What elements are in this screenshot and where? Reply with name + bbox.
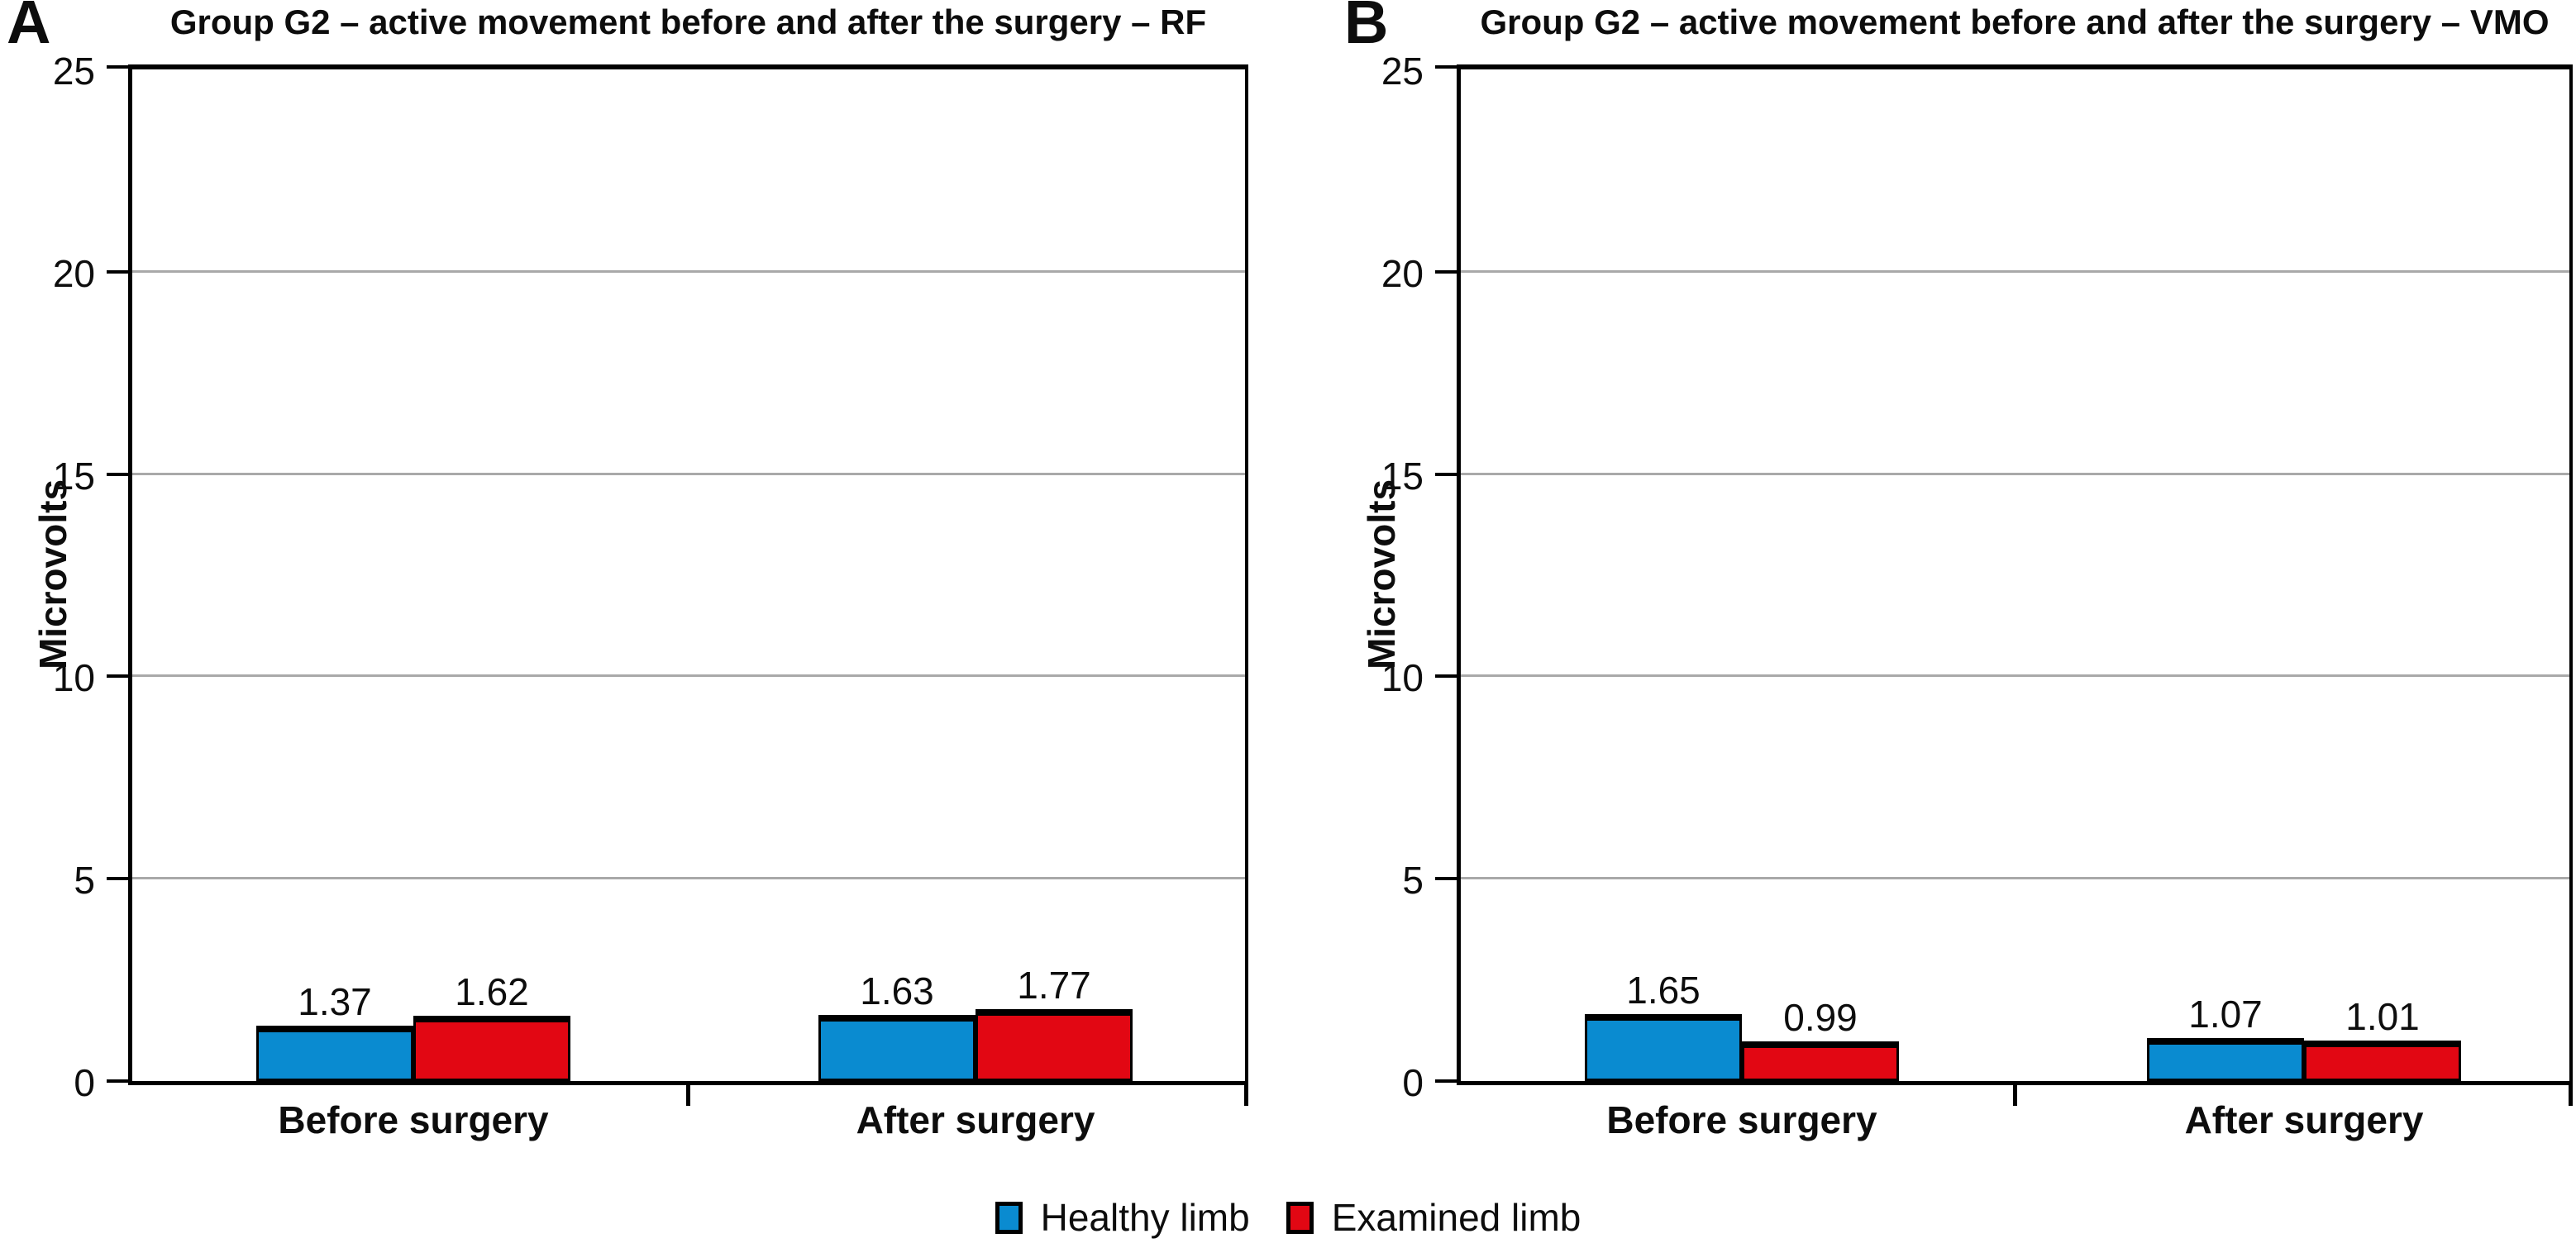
y-tick-mark — [107, 269, 129, 274]
legend-label-healthy: Healthy limb — [1040, 1196, 1250, 1239]
x-tick-mark — [2569, 1085, 2573, 1106]
legend-label-examined: Examined limb — [1331, 1196, 1581, 1239]
y-tick-mark — [1435, 65, 1457, 69]
y-tick-label: 15 — [1381, 454, 1424, 498]
gridline-10 — [1461, 674, 2569, 678]
plot-area-b: 25 20 15 10 5 0 1.65 0.99 1.07 1.01 Befo… — [1381, 52, 2573, 1141]
y-axis-title-a: Microvolts — [31, 479, 74, 670]
bar-value-label: 1.62 — [455, 969, 529, 1013]
y-tick-mark — [1435, 269, 1457, 274]
bar-healthy-after: 1.63 — [818, 972, 976, 1081]
x-tick-mark — [2012, 1085, 2017, 1106]
x-category-label-before: Before surgery — [278, 1098, 549, 1141]
y-tick-mark — [1435, 877, 1457, 881]
bar-healthy-before: 1.37 — [256, 983, 413, 1081]
y-tick-label: 10 — [1381, 656, 1424, 700]
chart-title-b: Group G2 – active movement before and af… — [1480, 2, 2550, 41]
bar-examined-after: 1.77 — [976, 966, 1133, 1081]
y-tick-mark — [1435, 674, 1457, 679]
legend-item-healthy: Healthy limb — [995, 1195, 1250, 1240]
bar-value-label: 1.63 — [860, 969, 934, 1013]
y-axis-title-b: Microvolts — [1360, 479, 1403, 670]
y-tick-label: 20 — [52, 251, 95, 295]
bar-examined-before: 0.99 — [1742, 998, 1899, 1081]
y-tick-mark — [1435, 472, 1457, 476]
y-tick-label: 5 — [1402, 859, 1424, 903]
gridline-10 — [132, 674, 1245, 678]
y-tick-mark — [107, 1079, 129, 1083]
plot-area-a: 25 20 15 10 5 0 1.37 1.62 1.63 1.77 Befo… — [53, 52, 1248, 1141]
y-tick-label: 0 — [74, 1061, 95, 1104]
bar-value-label: 1.65 — [1626, 969, 1701, 1012]
gridline-5 — [1461, 877, 2569, 880]
legend-item-examined: Examined limb — [1286, 1195, 1581, 1240]
gridline-20 — [1461, 269, 2569, 273]
y-tick-label: 25 — [1381, 50, 1424, 93]
y-tick-label: 15 — [52, 454, 95, 498]
y-tick-mark — [107, 877, 129, 881]
y-tick-label: 0 — [1402, 1061, 1424, 1104]
panel-label-b: B — [1344, 0, 1389, 56]
y-tick-mark — [107, 674, 129, 679]
y-tick-label: 20 — [1381, 251, 1424, 295]
legend-swatch-healthy-icon — [995, 1201, 1023, 1234]
bar-value-label: 0.99 — [1783, 995, 1858, 1039]
gridline-5 — [132, 877, 1245, 880]
y-tick-mark — [107, 65, 129, 69]
bar-healthy-after: 1.07 — [2147, 995, 2304, 1081]
x-category-label-after: After surgery — [856, 1098, 1095, 1141]
y-tick-label: 10 — [52, 656, 95, 700]
bar-healthy-before: 1.65 — [1585, 971, 1742, 1081]
bar-value-label: 1.77 — [1017, 964, 1091, 1007]
x-tick-mark — [686, 1085, 690, 1106]
x-category-label-before: Before surgery — [1606, 1098, 1877, 1141]
y-tick-mark — [1435, 1079, 1457, 1083]
legend-swatch-examined-icon — [1286, 1201, 1314, 1234]
bar-examined-before: 1.62 — [413, 973, 570, 1081]
panel-label-a: A — [7, 0, 51, 56]
bar-value-label: 1.01 — [2345, 994, 2420, 1038]
bar-value-label: 1.07 — [2188, 992, 2263, 1036]
x-category-label-after: After surgery — [2184, 1098, 2424, 1141]
chart-title-a: Group G2 – active movement before and af… — [169, 2, 1207, 41]
y-tick-label: 5 — [74, 859, 95, 903]
legend: Healthy limb Examined limb — [0, 1195, 2576, 1240]
bar-examined-after: 1.01 — [2304, 998, 2461, 1081]
y-tick-label: 25 — [52, 50, 95, 93]
x-tick-mark — [1244, 1085, 1248, 1106]
gridline-15 — [1461, 472, 2569, 475]
bar-value-label: 1.37 — [298, 979, 372, 1023]
y-tick-mark — [107, 472, 129, 476]
gridline-20 — [132, 269, 1245, 273]
gridline-15 — [132, 472, 1245, 475]
